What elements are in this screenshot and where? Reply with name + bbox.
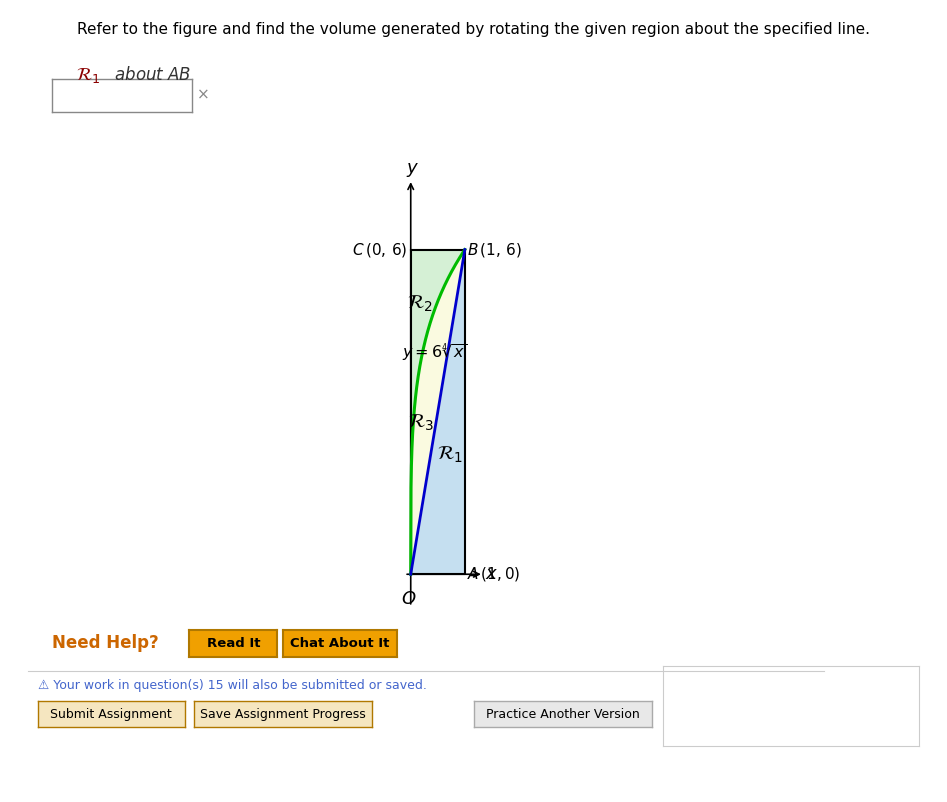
Polygon shape [411, 249, 465, 574]
Text: Submit Assignment: Submit Assignment [50, 707, 172, 721]
Text: Save Assignment Progress: Save Assignment Progress [200, 707, 366, 721]
Text: O: O [402, 589, 416, 608]
Text: Read It: Read It [206, 637, 260, 650]
Text: $\mathcal{R}_3$: $\mathcal{R}_3$ [408, 412, 435, 433]
Text: $B\,(1,\,6)$: $B\,(1,\,6)$ [467, 241, 522, 258]
Text: Refer to the figure and find the volume generated by rotating the given region a: Refer to the figure and find the volume … [77, 22, 870, 38]
Text: y: y [406, 159, 417, 176]
Text: $y = 6\sqrt[4]{x}$: $y = 6\sqrt[4]{x}$ [402, 341, 467, 364]
Text: Practice Another Version: Practice Another Version [486, 707, 639, 721]
Text: $\mathcal{R}_1$: $\mathcal{R}_1$ [437, 445, 463, 465]
Polygon shape [411, 249, 465, 574]
Text: $\mathcal{R}_2$: $\mathcal{R}_2$ [407, 294, 433, 314]
Text: $\mathcal{R}_1$: $\mathcal{R}_1$ [76, 66, 100, 85]
Text: $C\,(0,\,6)$: $C\,(0,\,6)$ [351, 241, 407, 258]
Text: about $AB$: about $AB$ [109, 66, 191, 83]
Text: ×: × [197, 88, 209, 103]
Text: Chat About It: Chat About It [291, 637, 389, 650]
Text: ⚠ Your work in question(s) 15 will also be submitted or saved.: ⚠ Your work in question(s) 15 will also … [38, 679, 427, 692]
Text: $A\,(1,0)$: $A\,(1,0)$ [467, 565, 521, 583]
Text: Need Help?: Need Help? [52, 634, 159, 652]
Text: x: x [486, 565, 496, 583]
